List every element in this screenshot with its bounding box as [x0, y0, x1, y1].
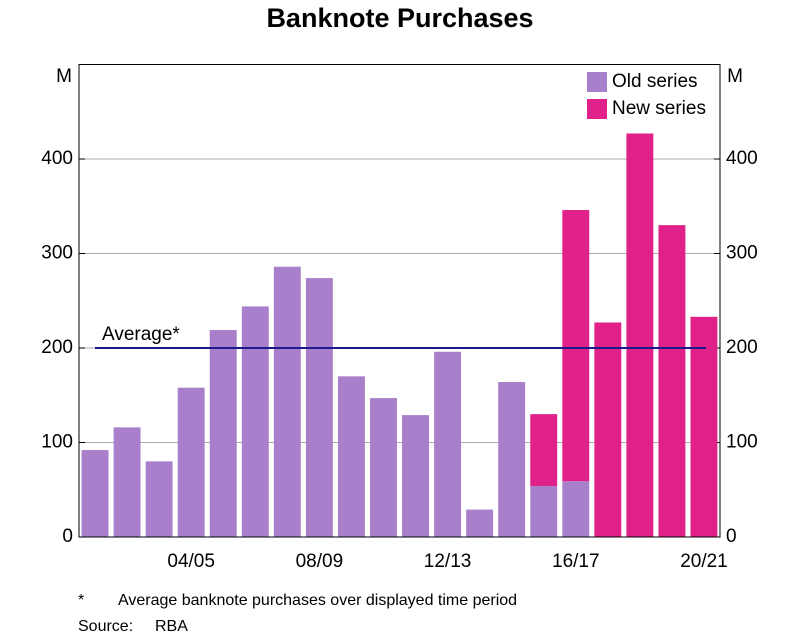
legend-swatch	[587, 72, 607, 92]
bar	[562, 210, 590, 482]
legend-label: New series	[612, 98, 706, 119]
bar	[658, 225, 686, 537]
source-label: Source:	[78, 618, 133, 635]
average-label: Average*	[102, 324, 180, 345]
bar	[562, 481, 590, 537]
y2-unit: M	[727, 66, 743, 87]
bar	[81, 450, 109, 537]
bar	[466, 509, 494, 537]
bar	[626, 133, 654, 538]
note-marker: *	[78, 592, 84, 609]
plot-frame	[78, 64, 721, 538]
bar	[498, 382, 526, 537]
note: Average banknote purchases over displaye…	[118, 592, 517, 609]
x-tick-label: 04/05	[167, 551, 215, 572]
y-tick-label: 0	[62, 526, 73, 547]
bar	[209, 330, 237, 537]
y2-tick-label: 300	[726, 243, 758, 264]
bar	[530, 414, 558, 486]
bar	[145, 461, 173, 537]
x-tick-label: 16/17	[552, 551, 600, 572]
y2-tick-label: 0	[726, 526, 737, 547]
x-tick-label: 08/09	[296, 551, 344, 572]
y-tick-label: 100	[41, 432, 73, 453]
legend-label: Old series	[612, 71, 698, 92]
bar	[177, 387, 205, 537]
y2-tick-label: 100	[726, 432, 758, 453]
bar	[402, 415, 429, 537]
bar	[337, 376, 365, 537]
y-tick-label: 200	[41, 337, 73, 358]
bar	[690, 316, 718, 537]
bar	[530, 485, 558, 537]
bar	[594, 322, 622, 537]
chart-title: Banknote Purchases	[266, 3, 533, 33]
x-tick-label: 20/21	[680, 551, 728, 572]
y2-tick-label: 400	[726, 148, 758, 169]
y-unit: M	[56, 66, 72, 87]
x-tick-label: 12/13	[424, 551, 472, 572]
y2-tick-label: 200	[726, 337, 758, 358]
y-tick-label: 400	[41, 148, 73, 169]
bar	[434, 351, 462, 537]
bar	[273, 266, 301, 537]
legend-swatch	[587, 99, 607, 119]
bar	[113, 427, 141, 537]
bar	[305, 278, 333, 537]
y-tick-label: 300	[41, 243, 73, 264]
bar	[370, 398, 397, 537]
source: RBA	[155, 618, 188, 635]
bar	[241, 306, 269, 537]
